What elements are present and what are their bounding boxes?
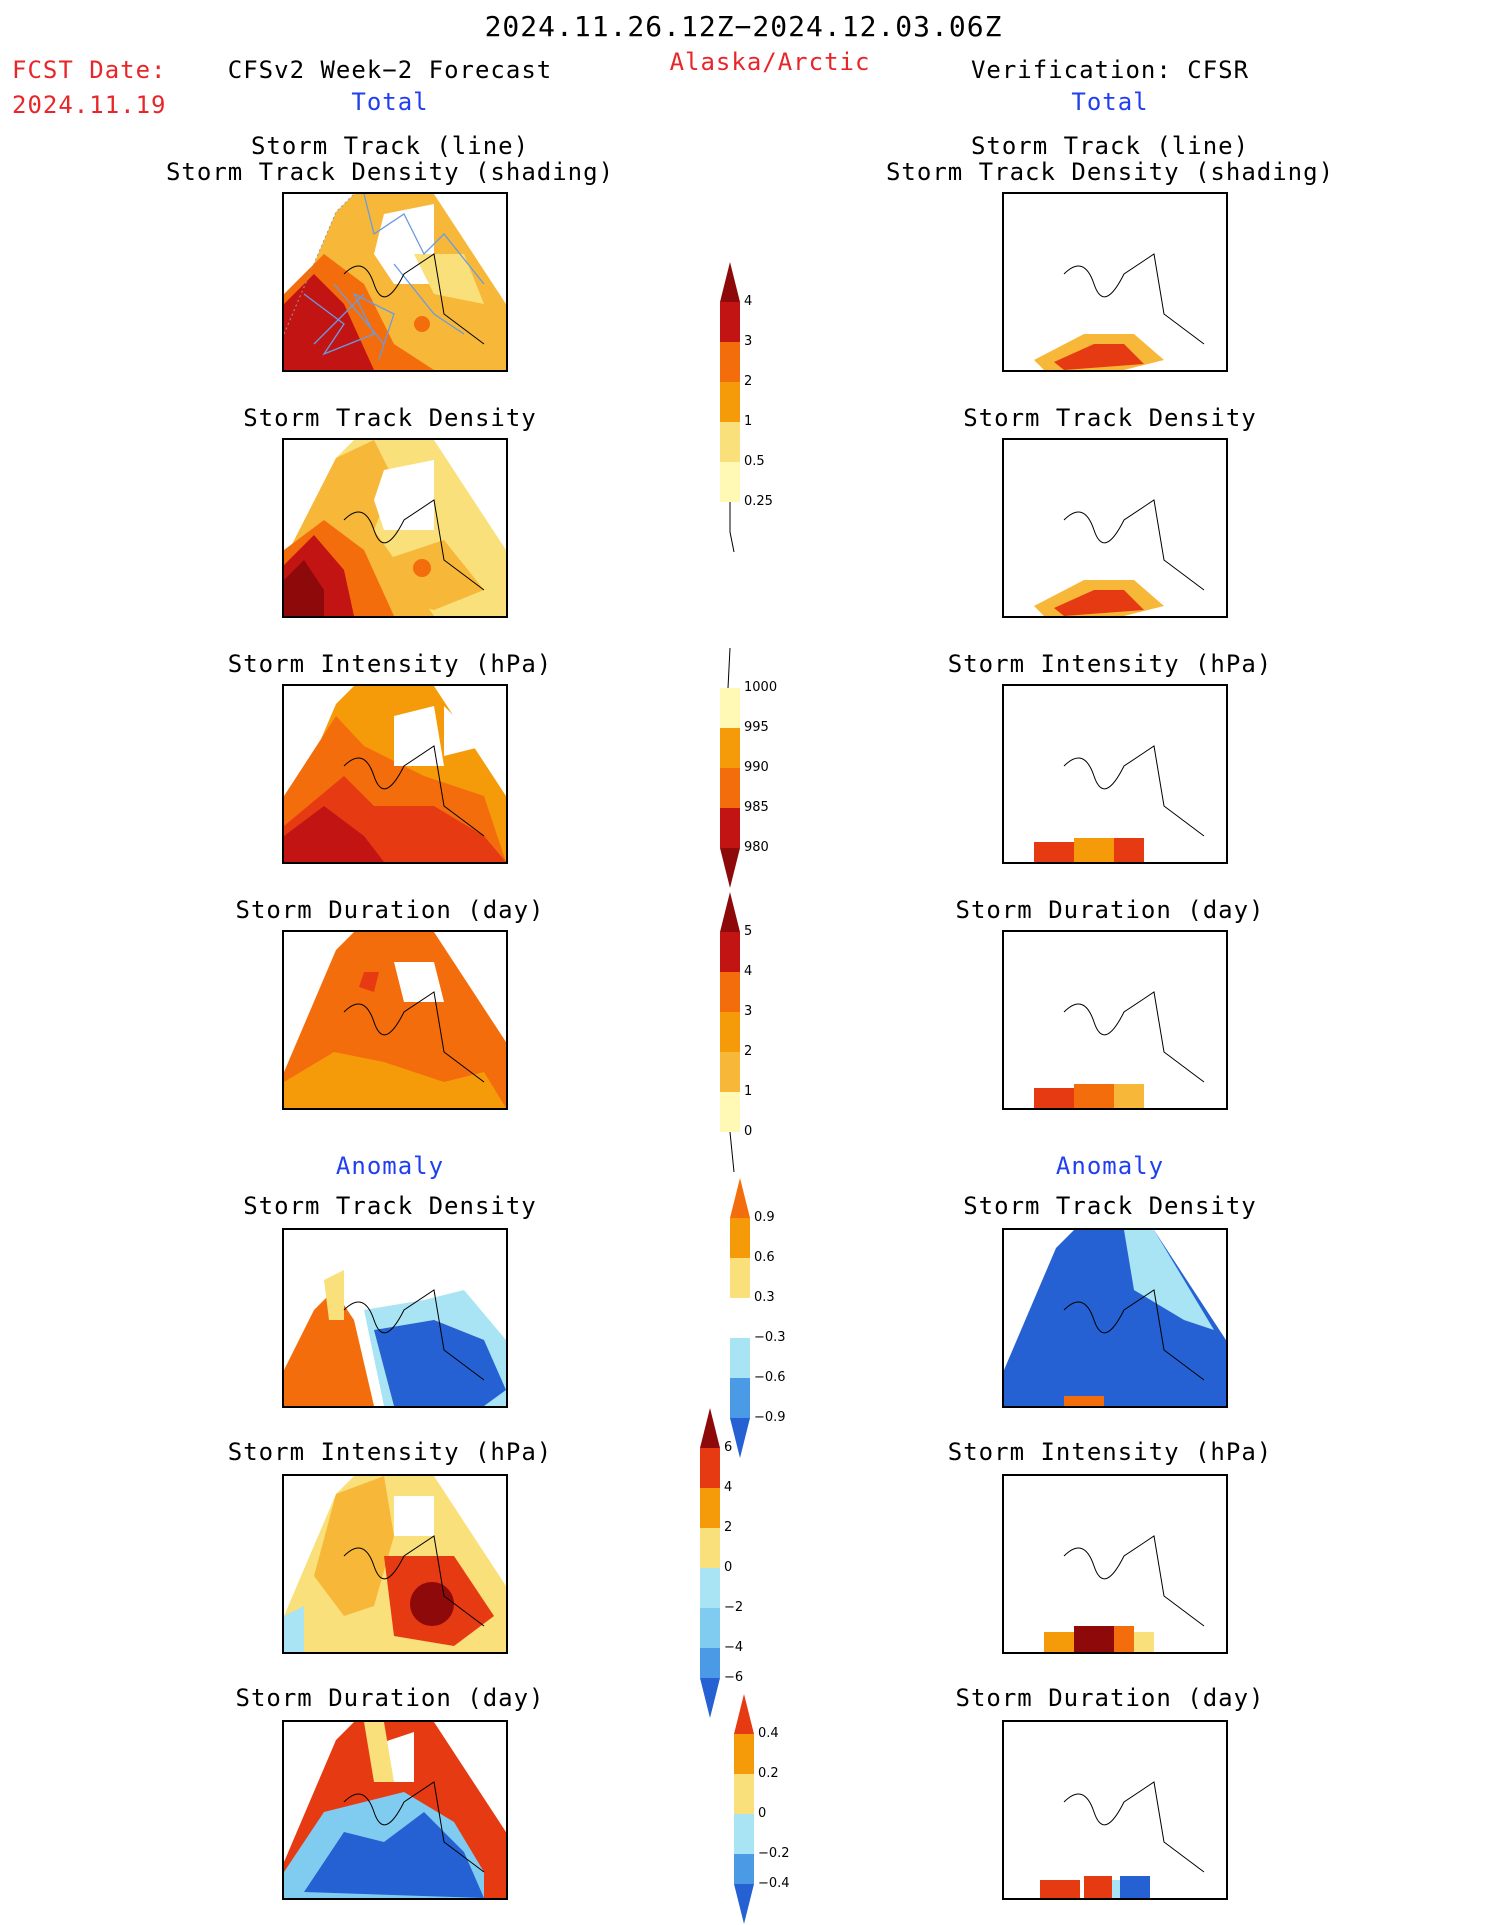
tick: 2 bbox=[744, 1044, 753, 1059]
map-left-track-density-lines bbox=[282, 192, 508, 372]
colorbar-density: 4 3 2 1 0.5 0.25 bbox=[720, 262, 790, 552]
tick: −0.3 bbox=[754, 1330, 786, 1345]
p3-title-left: Storm Intensity (hPa) bbox=[227, 650, 553, 678]
map-right-intensity bbox=[1002, 684, 1228, 864]
map-left-intensity-anomaly bbox=[282, 1474, 508, 1654]
tick: 0 bbox=[724, 1560, 733, 1575]
tick: 1 bbox=[744, 1084, 753, 1099]
tick: 4 bbox=[744, 964, 753, 979]
p3-title-right: Storm Intensity (hPa) bbox=[947, 650, 1273, 678]
tick: 0 bbox=[758, 1806, 767, 1821]
region-title: Alaska/Arctic bbox=[669, 48, 871, 76]
p1-title-right-a: Storm Track (line) bbox=[970, 132, 1250, 160]
map-right-track-density bbox=[1002, 438, 1228, 618]
tick: 995 bbox=[744, 720, 769, 735]
tick: 0.25 bbox=[744, 494, 773, 509]
tick: 0.3 bbox=[754, 1290, 775, 1305]
colorbar-intensity-anomaly: 6 4 2 0 −2 −4 −6 bbox=[700, 1408, 770, 1718]
p6-title-left: Storm Intensity (hPa) bbox=[227, 1438, 553, 1466]
right-column-title: Verification: CFSR bbox=[970, 56, 1250, 84]
tick: 990 bbox=[744, 760, 769, 775]
tick: −0.4 bbox=[758, 1876, 790, 1891]
map-left-density-anomaly bbox=[282, 1228, 508, 1408]
right-total-label: Total bbox=[1071, 88, 1149, 116]
tick: 1000 bbox=[744, 680, 778, 695]
tick: 4 bbox=[744, 294, 753, 309]
map-right-track-density-lines bbox=[1002, 192, 1228, 372]
map-right-density-anomaly bbox=[1002, 1228, 1228, 1408]
fcst-date-label: FCST Date: bbox=[12, 56, 167, 84]
colorbar-intensity: 1000 995 990 985 980 bbox=[720, 648, 790, 888]
tick: −0.2 bbox=[758, 1846, 790, 1861]
colorbar-duration: 5 4 3 2 1 0 bbox=[720, 892, 790, 1172]
tick: 4 bbox=[724, 1480, 733, 1495]
tick: 0.2 bbox=[758, 1766, 779, 1781]
p6-title-right: Storm Intensity (hPa) bbox=[947, 1438, 1273, 1466]
tick: −6 bbox=[724, 1670, 744, 1685]
p7-title-right: Storm Duration (day) bbox=[955, 1684, 1265, 1712]
tick: −4 bbox=[724, 1640, 744, 1655]
p1-title-left-a: Storm Track (line) bbox=[250, 132, 530, 160]
tick: 0.5 bbox=[744, 454, 765, 469]
left-total-label: Total bbox=[351, 88, 429, 116]
tick: −0.6 bbox=[754, 1370, 786, 1385]
p2-title-right: Storm Track Density bbox=[963, 404, 1257, 432]
colorbar-duration-anomaly: 0.4 0.2 0 −0.2 −0.4 bbox=[734, 1694, 804, 1924]
tick: 985 bbox=[744, 800, 769, 815]
tick: 5 bbox=[744, 924, 753, 939]
map-right-duration bbox=[1002, 930, 1228, 1110]
map-left-duration bbox=[282, 930, 508, 1110]
tick: 0.6 bbox=[754, 1250, 775, 1265]
map-left-intensity bbox=[282, 684, 508, 864]
p5-title-right: Storm Track Density bbox=[963, 1192, 1257, 1220]
map-left-duration-anomaly bbox=[282, 1720, 508, 1900]
anomaly-right: Anomaly bbox=[1055, 1152, 1165, 1180]
tick: 6 bbox=[724, 1440, 733, 1455]
left-column-title: CFSv2 Week−2 Forecast bbox=[227, 56, 553, 84]
map-left-track-density bbox=[282, 438, 508, 618]
map-right-duration-anomaly bbox=[1002, 1720, 1228, 1900]
p2-title-left: Storm Track Density bbox=[243, 404, 537, 432]
tick: 2 bbox=[724, 1520, 733, 1535]
p1-title-right-b: Storm Track Density (shading) bbox=[885, 158, 1335, 186]
colorbar-density-anomaly: 0.9 0.6 0.3 −0.3 −0.6 −0.9 bbox=[730, 1178, 800, 1458]
tick: 1 bbox=[744, 414, 753, 429]
map-right-intensity-anomaly bbox=[1002, 1474, 1228, 1654]
tick: 2 bbox=[744, 374, 753, 389]
p4-title-right: Storm Duration (day) bbox=[955, 896, 1265, 924]
tick: 3 bbox=[744, 1004, 753, 1019]
tick: 980 bbox=[744, 840, 769, 855]
p7-title-left: Storm Duration (day) bbox=[235, 1684, 545, 1712]
p5-title-left: Storm Track Density bbox=[243, 1192, 537, 1220]
tick: 3 bbox=[744, 334, 753, 349]
tick: 0.4 bbox=[758, 1726, 779, 1741]
p1-title-left-b: Storm Track Density (shading) bbox=[165, 158, 615, 186]
tick: 0.9 bbox=[754, 1210, 775, 1225]
anomaly-left: Anomaly bbox=[335, 1152, 445, 1180]
p4-title-left: Storm Duration (day) bbox=[235, 896, 545, 924]
tick: −2 bbox=[724, 1600, 744, 1615]
period-title: 2024.11.26.12Z−2024.12.03.06Z bbox=[484, 10, 1003, 43]
tick: 0 bbox=[744, 1124, 753, 1139]
tick: −0.9 bbox=[754, 1410, 786, 1425]
fcst-date-value: 2024.11.19 bbox=[12, 91, 167, 119]
